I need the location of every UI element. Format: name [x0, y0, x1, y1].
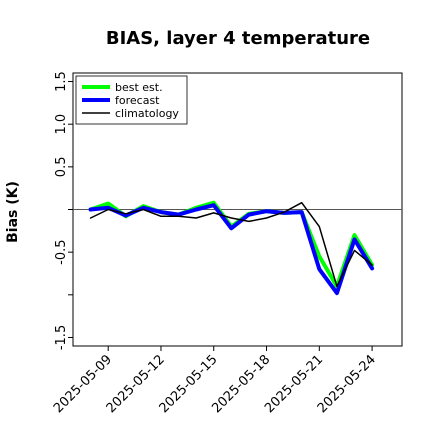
x-axis: 2025-05-092025-05-122025-05-152025-05-18…	[51, 346, 379, 416]
legend-label: climatology	[115, 107, 179, 120]
y-axis: -1.5 -0.5 0.5 1.0 1.5	[54, 71, 73, 350]
legend-label: best est.	[115, 81, 163, 94]
y-tick-label: 1.0	[54, 114, 69, 135]
chart-title: BIAS, layer 4 temperature	[106, 28, 370, 49]
y-tick-label: 1.5	[54, 71, 69, 92]
series-line-climatology	[89, 201, 373, 288]
y-axis-label: Bias (K)	[5, 181, 21, 243]
y-tick-label: -0.5	[54, 239, 69, 264]
series-layer	[88, 200, 375, 296]
legend-label: forecast	[115, 94, 160, 107]
y-tick-label: 0.5	[54, 157, 69, 178]
y-tick-label: -1.5	[54, 325, 69, 350]
